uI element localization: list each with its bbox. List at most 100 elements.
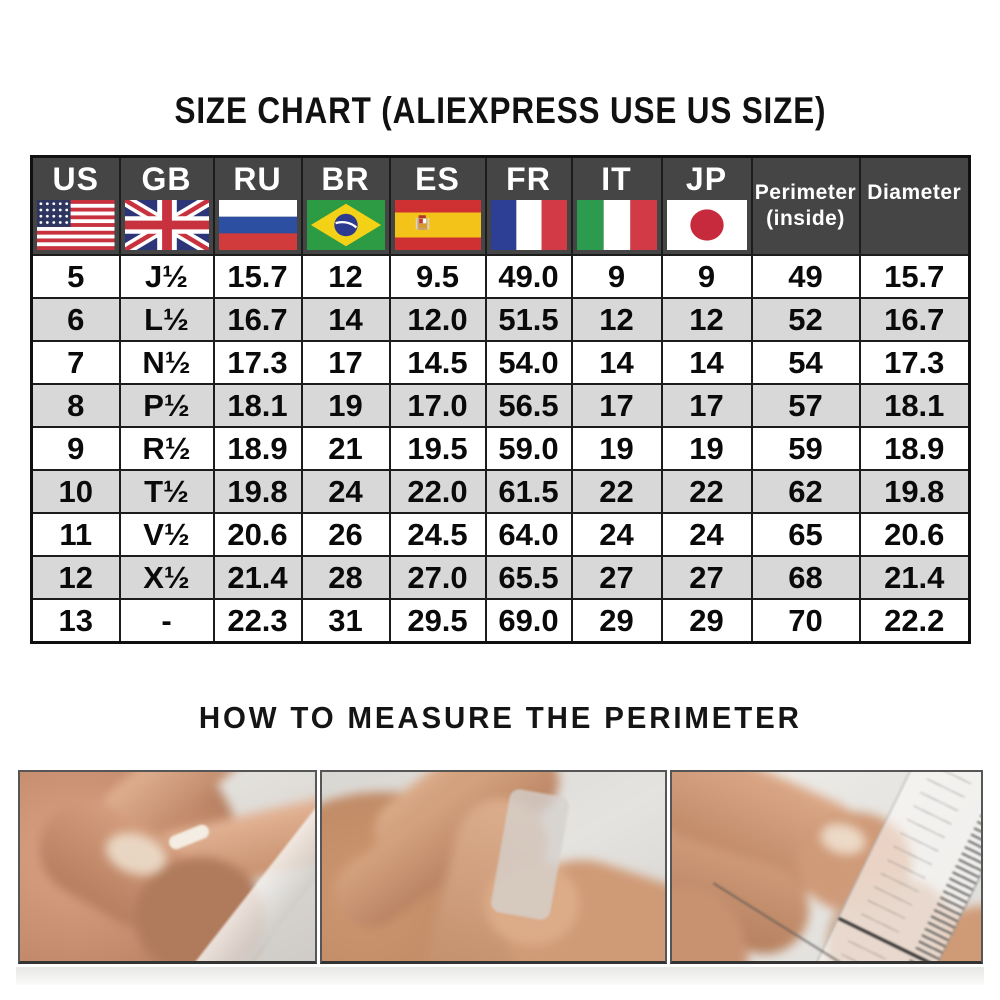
size-cell: 19.8 (858, 469, 971, 514)
col-header-us: US (30, 155, 121, 256)
es-flag (394, 200, 481, 250)
size-cell: 9 (570, 254, 663, 299)
size-cell: 18.1 (858, 383, 971, 428)
col-header-it: IT (570, 155, 663, 256)
size-table-body: 5 J½ 15.7 12 9.5 49.0 9 9 49 15.7 6 L½ 16.7 14 12.0 51.… (30, 254, 971, 644)
size-row: 5 J½ 15.7 12 9.5 49.0 9 9 49 15.7 (30, 254, 971, 299)
photo-shadow-band (16, 967, 984, 985)
size-cell: 12 (570, 297, 663, 342)
size-cell: 28 (300, 555, 391, 600)
size-cell: 31 (300, 598, 391, 644)
size-cell: T½ (118, 469, 215, 514)
size-cell: L½ (118, 297, 215, 342)
size-cell: 24.5 (388, 512, 487, 557)
fr-flag (490, 200, 567, 250)
size-cell: 12 (300, 254, 391, 299)
col-header-gb: GB (118, 155, 215, 256)
how-to-heading: HOW TO MEASURE THE PERIMETER (0, 700, 1000, 736)
size-cell: 17.3 (212, 340, 303, 385)
col-label: BR (321, 161, 370, 197)
size-cell: 61.5 (484, 469, 573, 514)
col-label-line: Perimeter (754, 180, 857, 204)
paper-strip-shape (489, 787, 571, 922)
col-label: Diameter (862, 180, 968, 233)
size-cell: 29.5 (388, 598, 487, 644)
size-cell: 9.5 (388, 254, 487, 299)
size-cell: 7 (30, 340, 121, 385)
pinch-strip-on-finger-photo (320, 770, 667, 964)
col-label: GB (141, 161, 192, 197)
size-row: 8 P½ 18.1 19 17.0 56.5 17 17 57 18.1 (30, 383, 971, 428)
col-header-ru: RU (212, 155, 303, 256)
size-cell: X½ (118, 555, 215, 600)
jp-flag (666, 200, 747, 250)
col-label: US (52, 161, 99, 197)
size-cell: 26 (300, 512, 391, 557)
size-cell: 11 (30, 512, 121, 557)
size-table: US GB RU BR ES FR IT JP Perimeter (inside) Diamete… (30, 155, 971, 644)
size-cell: 6 (30, 297, 121, 342)
size-cell: V½ (118, 512, 215, 557)
page-title-text: SIZE CHART (ALIEXPRESS USE US SIZE) (174, 90, 826, 131)
size-cell: 21.4 (858, 555, 971, 600)
size-cell: 18.9 (858, 426, 971, 471)
size-cell: 49 (750, 254, 861, 299)
size-row: 13-22.3 31 29.5 69.0 29 29 70 22.2 (30, 598, 971, 644)
size-cell: 52 (750, 297, 861, 342)
size-cell: 57 (750, 383, 861, 428)
col-header-jp: JP (660, 155, 753, 256)
size-cell: 69.0 (484, 598, 573, 644)
gb-flag (124, 200, 209, 250)
size-cell: 22.0 (388, 469, 487, 514)
size-cell: P½ (118, 383, 215, 428)
size-cell: 10 (30, 469, 121, 514)
size-cell: 9 (660, 254, 753, 299)
col-label-line: Diameter (867, 180, 962, 204)
col-label: Perimeter (inside) (754, 180, 858, 233)
col-header-br: BR (300, 155, 391, 256)
size-cell: 17.0 (388, 383, 487, 428)
size-cell: 22 (660, 469, 753, 514)
size-cell: - (118, 598, 215, 644)
size-cell: 18.1 (212, 383, 303, 428)
size-cell: 18.9 (212, 426, 303, 471)
size-table-header: US GB RU BR ES FR IT JP Perimeter (inside) Diamete… (30, 155, 971, 256)
size-cell: 65.5 (484, 555, 573, 600)
size-cell: 19.5 (388, 426, 487, 471)
col-label-line: (inside) (766, 207, 845, 230)
photo1-skin-layer (20, 772, 315, 961)
photo2-strip-layer (322, 772, 665, 961)
size-cell: 16.7 (212, 297, 303, 342)
size-cell: 21 (300, 426, 391, 471)
size-cell: 9 (30, 426, 121, 471)
size-cell: 22.2 (858, 598, 971, 644)
size-cell: 27.0 (388, 555, 487, 600)
br-flag (306, 200, 385, 250)
size-cell: 8 (30, 383, 121, 428)
size-cell: 22 (570, 469, 663, 514)
size-cell: 62 (750, 469, 861, 514)
size-cell: 12 (30, 555, 121, 600)
size-cell: 29 (570, 598, 663, 644)
size-cell: 12.0 (388, 297, 487, 342)
size-cell: 19 (300, 383, 391, 428)
size-cell: 15.7 (858, 254, 971, 299)
size-cell: 22.3 (212, 598, 303, 644)
size-cell: 14 (660, 340, 753, 385)
ruler-diagonal-line (712, 882, 842, 961)
col-label: IT (601, 161, 632, 197)
size-cell: 24 (660, 512, 753, 557)
size-cell: 19 (660, 426, 753, 471)
size-cell: 56.5 (484, 383, 573, 428)
size-cell: 68 (750, 555, 861, 600)
size-cell: 17.3 (858, 340, 971, 385)
photo3-ruler-layer (672, 772, 981, 961)
size-cell: 5 (30, 254, 121, 299)
size-cell: 27 (660, 555, 753, 600)
how-to-heading-text: HOW TO MEASURE THE PERIMETER (198, 700, 802, 735)
size-cell: 17 (300, 340, 391, 385)
size-cell: 27 (570, 555, 663, 600)
size-cell: 54.0 (484, 340, 573, 385)
wrap-strip-around-finger-photo (18, 770, 317, 964)
